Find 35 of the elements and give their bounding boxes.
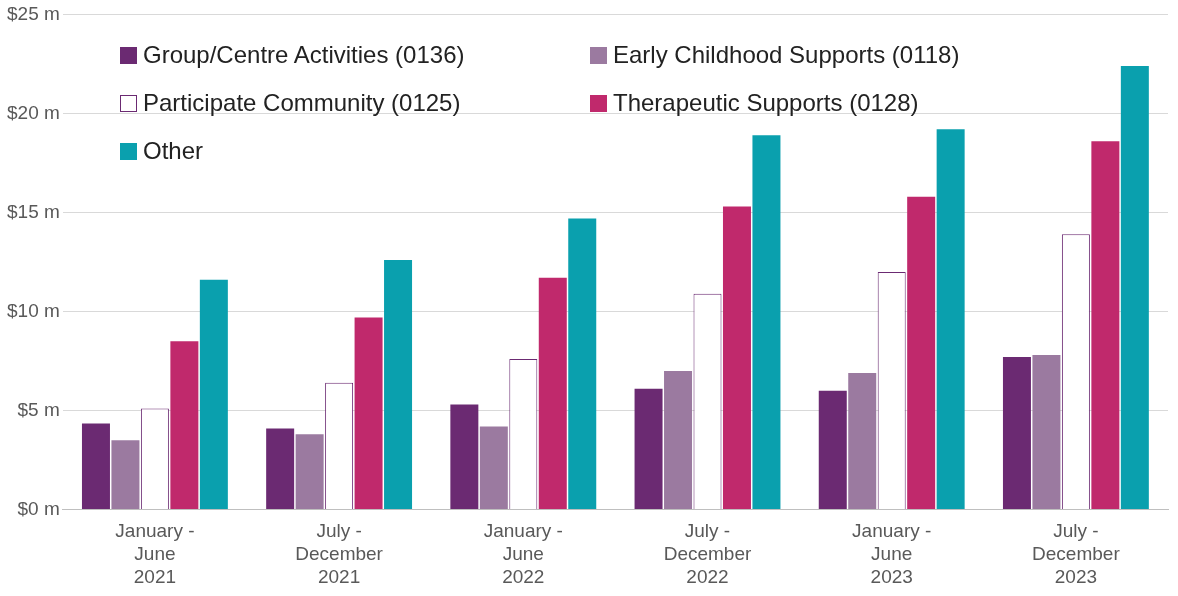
bar (354, 317, 383, 510)
bar (1120, 65, 1149, 510)
legend-label: Group/Centre Activities (0136) (143, 41, 465, 69)
bar (936, 129, 965, 510)
x-tick-label: January - June 2023 (852, 520, 932, 587)
legend-label: Early Childhood Supports (0118) (613, 41, 960, 69)
x-tick-label: January - June 2021 (115, 520, 195, 587)
bar (266, 428, 295, 510)
x-tick-label: January - June 2022 (483, 520, 563, 587)
bar (450, 404, 479, 510)
bar (81, 423, 110, 510)
bar (111, 440, 140, 510)
bar (568, 218, 597, 510)
bar (384, 260, 413, 510)
bar (538, 277, 567, 510)
y-tick-label: $10 m (6, 299, 60, 321)
x-tick-label: July - December 2022 (663, 520, 752, 587)
y-tick-label: $15 m (6, 200, 60, 222)
bar (199, 279, 228, 510)
bar (1002, 357, 1031, 510)
y-tick-label: $20 m (6, 101, 60, 123)
x-tick-label: July - December 2023 (1032, 520, 1121, 587)
bar (634, 388, 663, 510)
y-tick-label: $0 m (17, 497, 60, 519)
y-tick-label: $5 m (17, 398, 60, 420)
bar (818, 390, 847, 510)
y-tick-label: $25 m (6, 2, 60, 24)
legend-label: Therapeutic Supports (0128) (613, 89, 919, 117)
bar (479, 426, 508, 510)
bar (170, 341, 199, 510)
bar (295, 434, 324, 510)
x-tick-label: July - December 2021 (295, 520, 384, 587)
legend-label: Other (143, 137, 204, 165)
legend-label: Participate Community (0125) (143, 89, 461, 117)
bar (752, 135, 781, 510)
